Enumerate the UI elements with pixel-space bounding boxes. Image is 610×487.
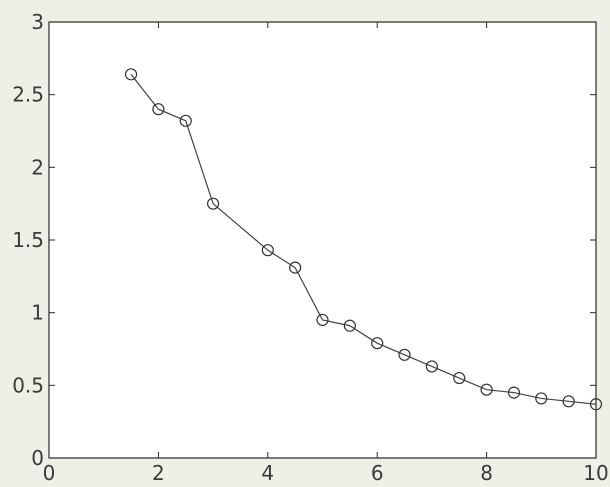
x-tick-label: 10: [583, 461, 608, 485]
plot-area: [48, 21, 597, 459]
x-tick-label: 0: [43, 461, 56, 485]
data-point-marker: [152, 103, 165, 116]
y-tick-label: 1: [31, 301, 44, 325]
data-point-marker: [261, 244, 274, 257]
y-tick-label: 0.5: [12, 373, 44, 397]
data-point-marker: [179, 114, 192, 127]
data-point-marker: [398, 348, 411, 361]
x-tick-label: 8: [480, 461, 493, 485]
y-tick-label: 3: [31, 10, 44, 34]
y-tick-label: 2.5: [12, 83, 44, 107]
axes: 0 2 4 6 8 10 0 0.5 1 1.5 2 2.5 3: [12, 10, 609, 485]
series-layer: [124, 68, 603, 411]
data-point-marker: [289, 261, 302, 274]
data-point-marker: [343, 319, 356, 332]
data-point-marker: [371, 337, 384, 350]
y-tick-label: 2: [31, 155, 44, 179]
y-tick-label: 1.5: [12, 228, 44, 252]
data-point-marker: [562, 395, 575, 408]
data-point-marker: [425, 360, 438, 373]
data-point-marker: [207, 197, 220, 210]
data-point-marker: [480, 383, 493, 396]
data-point-marker: [535, 392, 548, 405]
y-tick-label: 0: [31, 446, 44, 470]
x-tick-label: 2: [152, 461, 165, 485]
data-point-marker: [589, 398, 603, 411]
x-tick-label: 6: [371, 461, 384, 485]
x-tick-label: 4: [261, 461, 274, 485]
data-point-marker: [124, 68, 138, 81]
data-point-marker: [453, 371, 466, 385]
data-point-marker: [507, 386, 521, 399]
data-point-marker: [316, 313, 329, 327]
series-line: [130, 73, 597, 405]
